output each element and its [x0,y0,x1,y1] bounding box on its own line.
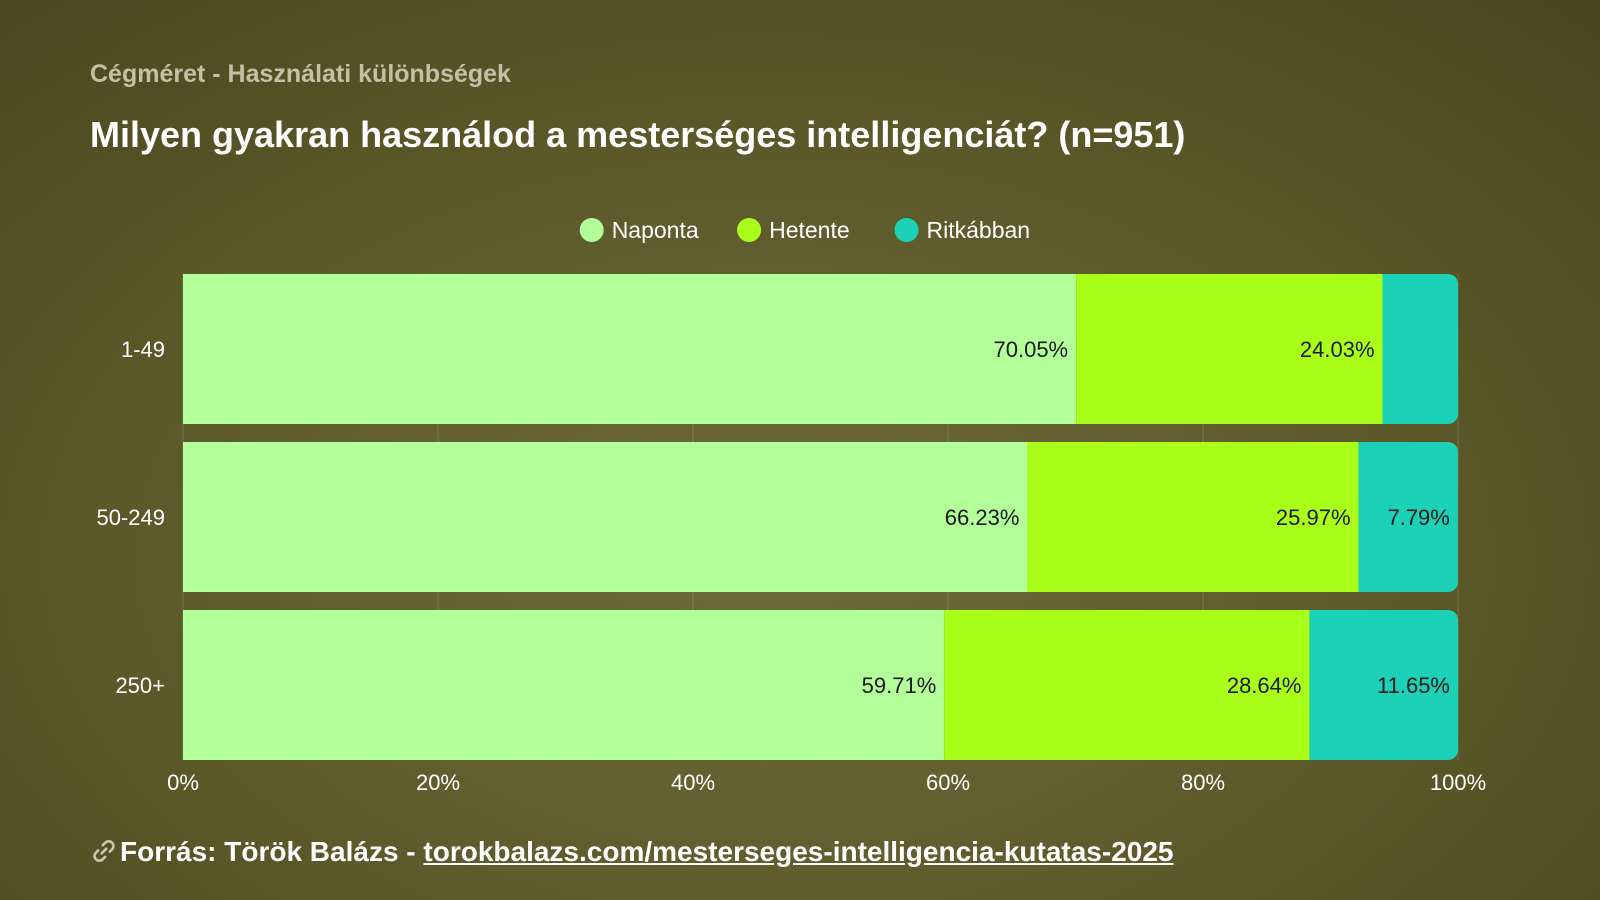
bar-row [183,274,1458,424]
legend: Naponta Hetente Ritkábban [579,217,1031,243]
link-icon [90,837,118,865]
bar-segment-ritkabban [1382,274,1458,424]
bar-segment-ritkabban [1358,442,1458,592]
x-tick-label: 100% [1430,770,1486,795]
bar-row [183,442,1458,592]
bar-segment-naponta [183,274,1077,424]
category-label: 1-49 [121,337,165,362]
bar-segment-naponta [183,442,1028,592]
axes: 0% 20% 40% 60% 80% 100% 1-49 50-249 250+ [96,337,1486,795]
x-tick-label: 20% [416,770,460,795]
bar-segment-hetente [1027,442,1359,592]
legend-label: Hetente [769,217,850,243]
data-label: 24.03% [1300,337,1375,362]
bar-segment-ritkabban [1309,610,1458,760]
data-label: 7.79% [1387,505,1449,530]
bar-segment-hetente [1076,274,1383,424]
chart-subtitle: Cégméret - Használati különbségek [90,60,511,88]
legend-item-hetente: Hetente [737,217,850,243]
legend-swatch [894,218,919,242]
data-label: 11.65% [1377,673,1450,698]
source-prefix: Forrás: Török Balázs - [120,836,424,867]
legend-label: Ritkábban [927,217,1031,243]
bar-segment-hetente [944,610,1310,760]
legend-swatch [737,218,762,242]
x-tick-label: 60% [926,770,970,795]
source-footer: Forrás: Török Balázs - torokbalazs.com/m… [90,836,1174,868]
x-tick-label: 40% [671,770,715,795]
data-label: 70.05% [994,337,1069,362]
category-label: 50-249 [96,505,165,530]
legend-swatch [579,218,604,242]
category-label: 250+ [115,673,165,698]
x-tick-label: 80% [1181,770,1225,795]
data-label: 59.71% [862,673,937,698]
source-link[interactable]: torokbalazs.com/mesterseges-intelligenci… [423,836,1174,867]
bar-row [183,610,1458,760]
bars [183,274,1458,760]
data-label: 28.64% [1227,673,1302,698]
chart-title: Milyen gyakran használod a mesterséges i… [90,114,1186,155]
data-label: 25.97% [1276,505,1351,530]
legend-item-ritkabban: Ritkábban [894,217,1031,243]
data-labels: 70.05% 24.03% 66.23% 25.97% 7.79% 59.71% 28.64… [862,337,1450,698]
legend-item-naponta: Naponta [579,217,699,243]
bar-segment-naponta [183,610,945,760]
legend-label: Naponta [612,217,699,243]
data-label: 66.23% [945,505,1020,530]
x-tick-label: 0% [167,770,199,795]
